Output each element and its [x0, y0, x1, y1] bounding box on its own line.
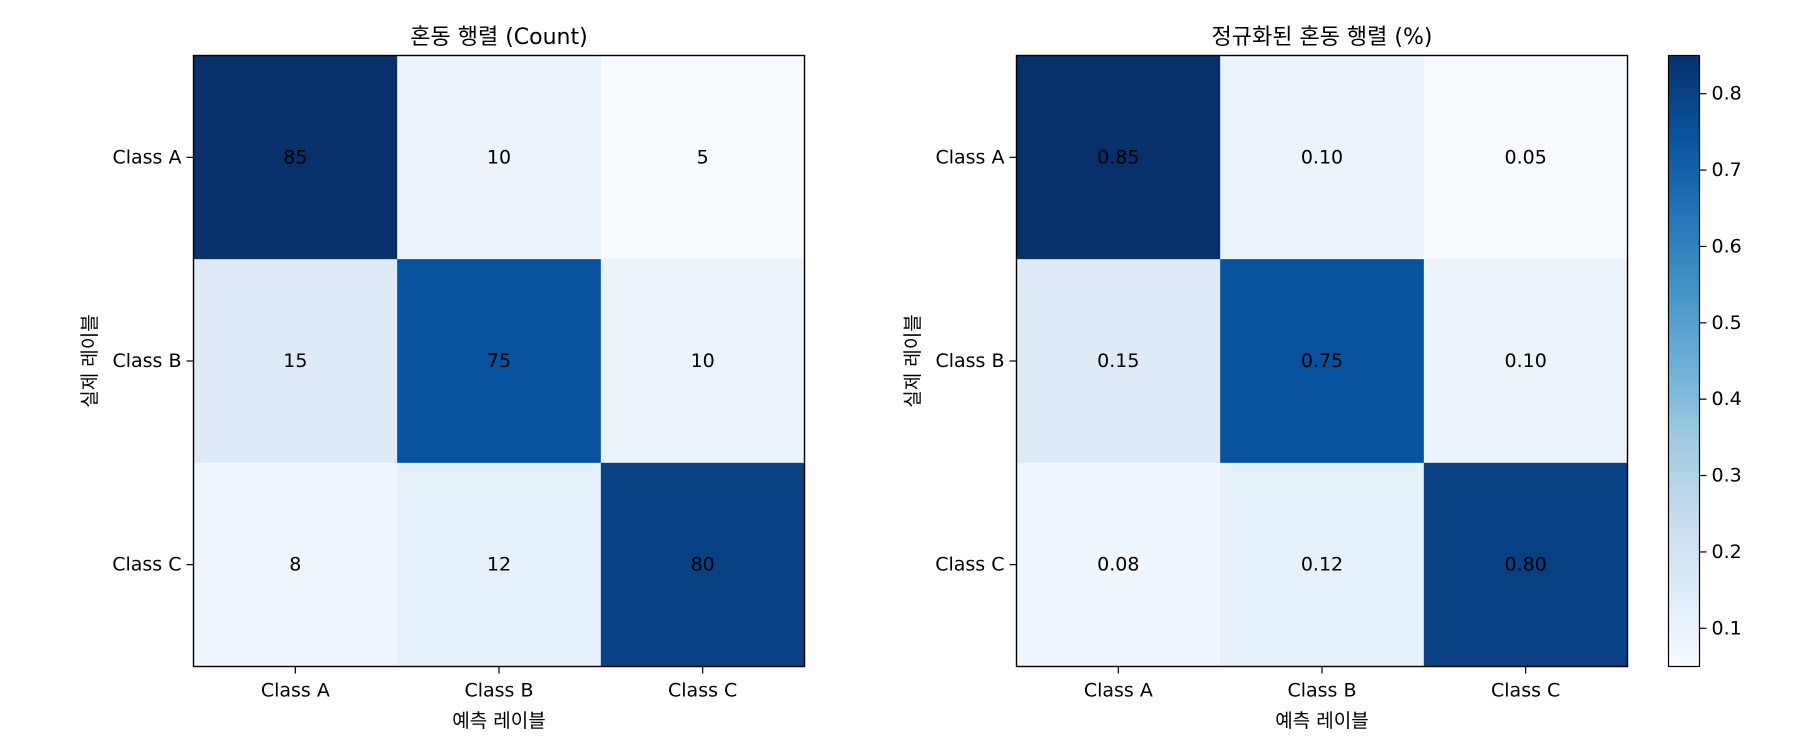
count-x-tick-label: Class C [668, 680, 737, 702]
count-heatmap-cell [193, 55, 398, 260]
normalized-heatmap-cell [1016, 462, 1221, 668]
normalized-confusion-matrix: 정규화된 혼동 행렬 (%) 0.85 0.10 0.050.15 0.75 0.100… [902, 25, 1629, 732]
normalized-heatmap-cell [1423, 259, 1629, 464]
count-x-axis-label: 예측 레이블 [452, 710, 545, 732]
normalized-cell-value-label: 0.75 [1301, 350, 1343, 372]
count-heatmap-cells [193, 55, 806, 668]
normalized-cell-value-label: 0.08 [1097, 554, 1139, 576]
colorbar-tick-label: 0.8 [1712, 83, 1742, 105]
count-heatmap-cell [600, 259, 806, 464]
count-cell-value-label: 10 [691, 350, 715, 372]
normalized-cell-value-label: 0.05 [1505, 146, 1547, 168]
normalized-cell-value-label: 0.80 [1505, 554, 1547, 576]
normalized-y-tick-label: Class C [935, 554, 1004, 576]
colorbar: 0.1 0.2 0.3 0.4 0.5 0.6 0.7 0.8 [1667, 54, 1742, 668]
colorbar-tick-label: 0.7 [1712, 159, 1742, 181]
count-chart-title: 혼동 행렬 (Count) [410, 25, 587, 50]
normalized-heatmap-cell [1220, 55, 1425, 260]
normalized-heatmap-cell [1220, 259, 1425, 464]
colorbar-tick-label: 0.5 [1712, 312, 1742, 334]
normalized-y-ticks: Class A Class B Class C [935, 146, 1017, 576]
normalized-cell-value-label: 0.10 [1301, 146, 1343, 168]
count-cell-value-label: 10 [487, 146, 511, 168]
count-cell-value-label: 75 [487, 350, 511, 372]
colorbar-tick-label: 0.4 [1712, 388, 1742, 410]
colorbar-tick-label: 0.2 [1712, 541, 1742, 563]
count-cell-value-label: 85 [283, 146, 307, 168]
normalized-x-tick-label: Class B [1287, 680, 1356, 702]
normalized-chart-title: 정규화된 혼동 행렬 (%) [1212, 25, 1433, 50]
count-cell-value-label: 15 [283, 350, 307, 372]
count-y-tick-label: Class C [112, 554, 181, 576]
count-y-ticks: Class A Class B Class C [112, 146, 194, 576]
normalized-x-ticks: Class A Class B Class C [1084, 666, 1560, 702]
normalized-heatmap-cell [1423, 462, 1629, 668]
count-heatmap-cell [600, 55, 806, 260]
normalized-cell-value-label: 0.12 [1301, 554, 1343, 576]
normalized-heatmap-cell [1016, 55, 1221, 260]
count-heatmap-cell [397, 259, 602, 464]
normalized-y-tick-label: Class A [935, 146, 1004, 168]
normalized-heatmap-cell-labels: 0.85 0.10 0.05 0.15 0.75 0.10 0.08 0.12 0.80 [1097, 146, 1547, 575]
count-x-tick-label: Class B [464, 680, 533, 702]
normalized-heatmap-cell [1423, 55, 1629, 260]
normalized-x-tick-label: Class C [1491, 680, 1560, 702]
normalized-heatmap-cells [1016, 55, 1629, 668]
count-heatmap-cell [193, 462, 398, 668]
normalized-cell-value-label: 0.15 [1097, 350, 1139, 372]
count-confusion-matrix: 혼동 행렬 (Count) 85 10 515 75 108 12 80 Class A Cl… [79, 25, 806, 732]
normalized-heatmap-cell [1220, 462, 1425, 668]
count-cell-value-label: 80 [691, 554, 715, 576]
count-cell-value-label: 12 [487, 554, 511, 576]
count-x-tick-label: Class A [261, 680, 330, 702]
normalized-cell-value-label: 0.85 [1097, 146, 1139, 168]
count-cell-value-label: 8 [289, 554, 301, 576]
count-heatmap-cell [193, 259, 398, 464]
colorbar-tick-label: 0.1 [1712, 617, 1742, 639]
count-cell-value-label: 5 [697, 146, 709, 168]
count-heatmap-cell [397, 462, 602, 668]
count-y-tick-label: Class A [112, 146, 181, 168]
normalized-heatmap-cell [1016, 259, 1221, 464]
normalized-x-axis-label: 예측 레이블 [1275, 710, 1368, 732]
colorbar-tick-label: 0.3 [1712, 465, 1742, 487]
normalized-y-tick-label: Class B [935, 350, 1004, 372]
colorbar-tick-label: 0.6 [1712, 235, 1742, 257]
count-heatmap-cell-labels: 85 10 5 15 75 10 8 12 80 [283, 146, 715, 575]
normalized-cell-value-label: 0.10 [1505, 350, 1547, 372]
normalized-x-tick-label: Class A [1084, 680, 1153, 702]
count-heatmap-cell [397, 55, 602, 260]
count-heatmap-cell [600, 462, 806, 668]
count-x-ticks: Class A Class B Class C [261, 666, 737, 702]
colorbar-fill [1668, 55, 1700, 667]
colorbar-frame [1667, 54, 1701, 668]
colorbar-ticks: 0.1 0.2 0.3 0.4 0.5 0.6 0.7 0.8 [1699, 83, 1742, 639]
count-y-axis-label: 실제 레이블 [79, 314, 101, 407]
count-y-tick-label: Class B [112, 350, 181, 372]
normalized-y-axis-label: 실제 레이블 [902, 314, 924, 407]
